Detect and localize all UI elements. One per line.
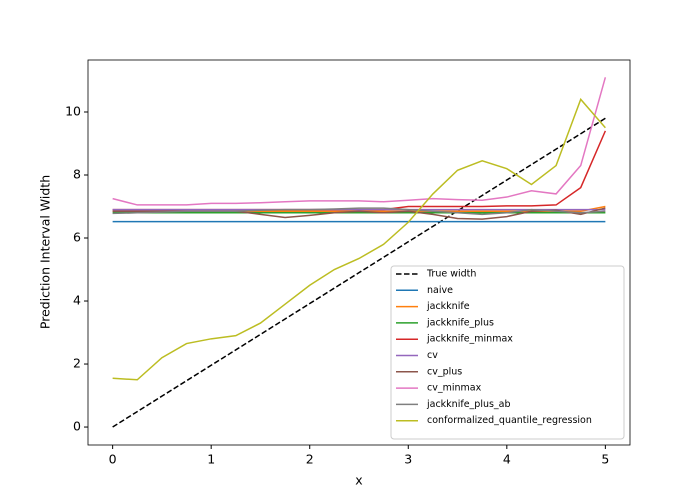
y-axis-label: Prediction Interval Width — [38, 175, 53, 329]
legend-label: naive — [427, 285, 453, 296]
y-tick-label: 10 — [65, 103, 81, 118]
series-line — [112, 77, 607, 206]
legend-label: conformalized_quantile_regression — [427, 415, 592, 426]
series-line — [112, 207, 606, 216]
legend-label: jackknife_plus — [426, 317, 494, 328]
y-tick-label: 2 — [73, 356, 81, 371]
series-line — [112, 117, 606, 428]
x-tick-label: 2 — [306, 452, 314, 467]
legend-label: True width — [426, 269, 476, 280]
legend-label: jackknife_minmax — [426, 334, 513, 345]
x-tick-label: 4 — [503, 452, 511, 467]
legend-label: jackknife — [426, 301, 470, 312]
series-line — [112, 97, 606, 381]
y-tick-label: 4 — [73, 293, 81, 308]
legend-label: cv — [427, 350, 438, 361]
plot-frame — [87, 59, 631, 446]
y-tick-label: 6 — [73, 230, 81, 245]
x-axis-label: x — [355, 473, 362, 488]
legend-label: cv_minmax — [427, 383, 482, 394]
y-tick-label: 8 — [73, 166, 81, 181]
x-tick-label: 5 — [601, 452, 609, 467]
legend-label: jackknife_plus_ab — [426, 399, 511, 410]
y-tick-label: 0 — [73, 419, 81, 434]
x-tick-label: 1 — [207, 452, 215, 467]
x-tick-label: 3 — [404, 452, 412, 467]
x-tick-label: 0 — [109, 452, 117, 467]
legend-label: cv_plus — [427, 366, 462, 377]
legend-box — [390, 265, 625, 440]
legend: True width naive jackknife jackknife_plusja… — [390, 265, 625, 440]
